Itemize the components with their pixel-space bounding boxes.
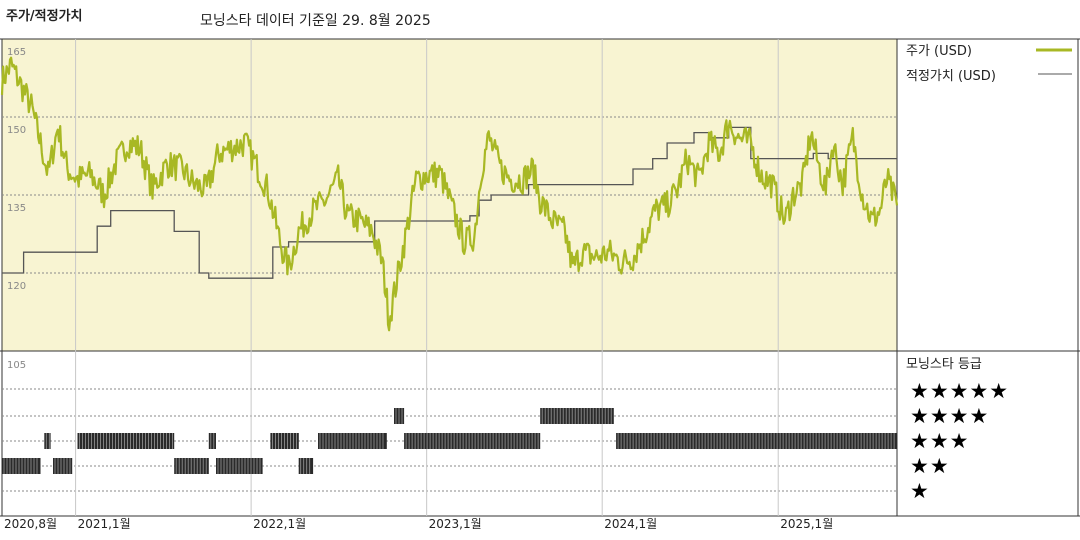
y-tick-label: 165 [7,47,26,58]
x-tick-label: 2021,1월 [78,517,131,531]
x-tick-label: 2025,1월 [780,517,833,531]
star-level-3: ★★★ [910,429,969,453]
x-tick-label: 2024,1월 [604,517,657,531]
rating-bar-3-star [404,433,541,449]
rating-star-levels: ★★★★★★★★★★★★★★★ [910,379,1009,503]
star-level-2: ★★ [910,454,950,478]
rating-y-tick-label: 105 [7,360,26,371]
rating-bar-fill [44,433,51,449]
rating-bar-fill [77,433,175,449]
legend-fair-value-label: 적정가치 (USD) [906,69,996,84]
x-tick-label: 2023,1월 [429,517,482,531]
x-tick-label: 2022,1월 [253,517,306,531]
rating-bar-fill [540,408,614,424]
rating-bar-3-star [208,433,216,449]
star-level-5: ★★★★★ [910,379,1009,403]
rating-bar-fill [53,458,73,474]
rating-bar-3-star [318,433,387,449]
rating-legend-title: 모닝스타 등급 [906,357,982,372]
y-axis-ticks: 165 150 135 120 105 [7,47,26,371]
star-level-1: ★ [910,479,930,503]
rating-bar-fill [616,433,897,449]
price-series [0,56,899,332]
price-line [0,56,899,332]
x-axis-ticks: 2020,8월 2021,1월 2022,1월 2023,1월 2024,1월 2025,… [4,517,833,531]
legend: 주가 (USD) 적정가치 (USD) 모닝스타 등급 [906,44,1072,372]
legend-price-label: 주가 (USD) [906,44,972,59]
rating-bar-3-star [270,433,299,449]
rating-bar-4-star [394,408,405,424]
y-tick-label: 150 [7,125,26,136]
rating-bar-2-star [174,458,209,474]
rating-bar-3-star [77,433,175,449]
rating-bar-4-star [540,408,614,424]
chart-title: 주가/적정가치 [6,8,83,24]
chart-frame [0,38,1080,517]
y-tick-label: 135 [7,203,26,214]
x-tick-label: 2020,8월 [4,517,57,531]
y-tick-label: 120 [7,281,26,292]
rating-bar-2-star [53,458,73,474]
rating-bar-2-star [2,458,41,474]
rating-bar-fill [318,433,387,449]
rating-bar-fill [208,433,216,449]
data-date-title: 모닝스타 데이터 기준일 29. 8월 2025 [200,13,431,29]
rating-bar-2-star [216,458,263,474]
rating-bar-2-star [298,458,314,474]
rating-bar-3-star [44,433,51,449]
star-level-4: ★★★★ [910,404,989,428]
rating-bars [2,408,897,474]
rating-bar-3-star [616,433,897,449]
rating-bar-fill [2,458,41,474]
